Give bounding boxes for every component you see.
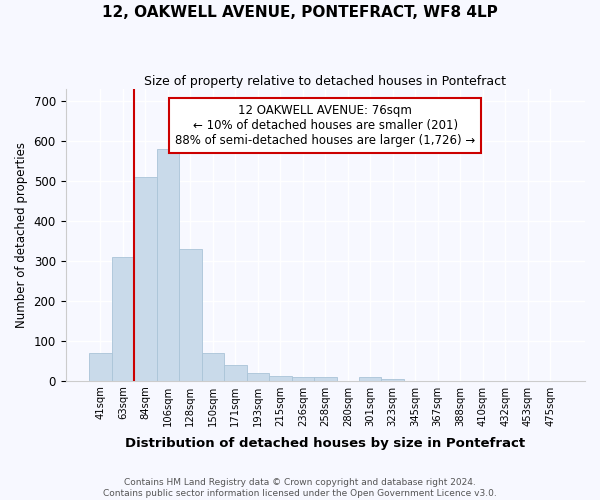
Bar xyxy=(247,372,269,380)
Bar xyxy=(112,257,134,380)
Title: Size of property relative to detached houses in Pontefract: Size of property relative to detached ho… xyxy=(144,75,506,88)
Bar xyxy=(382,378,404,380)
Bar xyxy=(269,376,292,380)
Y-axis label: Number of detached properties: Number of detached properties xyxy=(15,142,28,328)
Text: Contains HM Land Registry data © Crown copyright and database right 2024.
Contai: Contains HM Land Registry data © Crown c… xyxy=(103,478,497,498)
Bar xyxy=(224,364,247,380)
Bar xyxy=(314,376,337,380)
Bar xyxy=(292,376,314,380)
X-axis label: Distribution of detached houses by size in Pontefract: Distribution of detached houses by size … xyxy=(125,437,526,450)
Bar xyxy=(179,249,202,380)
Text: 12 OAKWELL AVENUE: 76sqm
← 10% of detached houses are smaller (201)
88% of semi-: 12 OAKWELL AVENUE: 76sqm ← 10% of detach… xyxy=(175,104,475,146)
Bar xyxy=(202,352,224,380)
Bar xyxy=(89,352,112,380)
Text: 12, OAKWELL AVENUE, PONTEFRACT, WF8 4LP: 12, OAKWELL AVENUE, PONTEFRACT, WF8 4LP xyxy=(102,5,498,20)
Bar xyxy=(134,177,157,380)
Bar xyxy=(157,149,179,380)
Bar xyxy=(359,376,382,380)
